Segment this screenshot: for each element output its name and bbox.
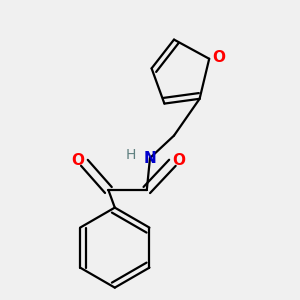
Text: H: H (126, 148, 136, 162)
Text: N: N (144, 151, 156, 166)
Text: O: O (212, 50, 225, 65)
Text: O: O (172, 153, 185, 168)
Text: O: O (71, 153, 85, 168)
